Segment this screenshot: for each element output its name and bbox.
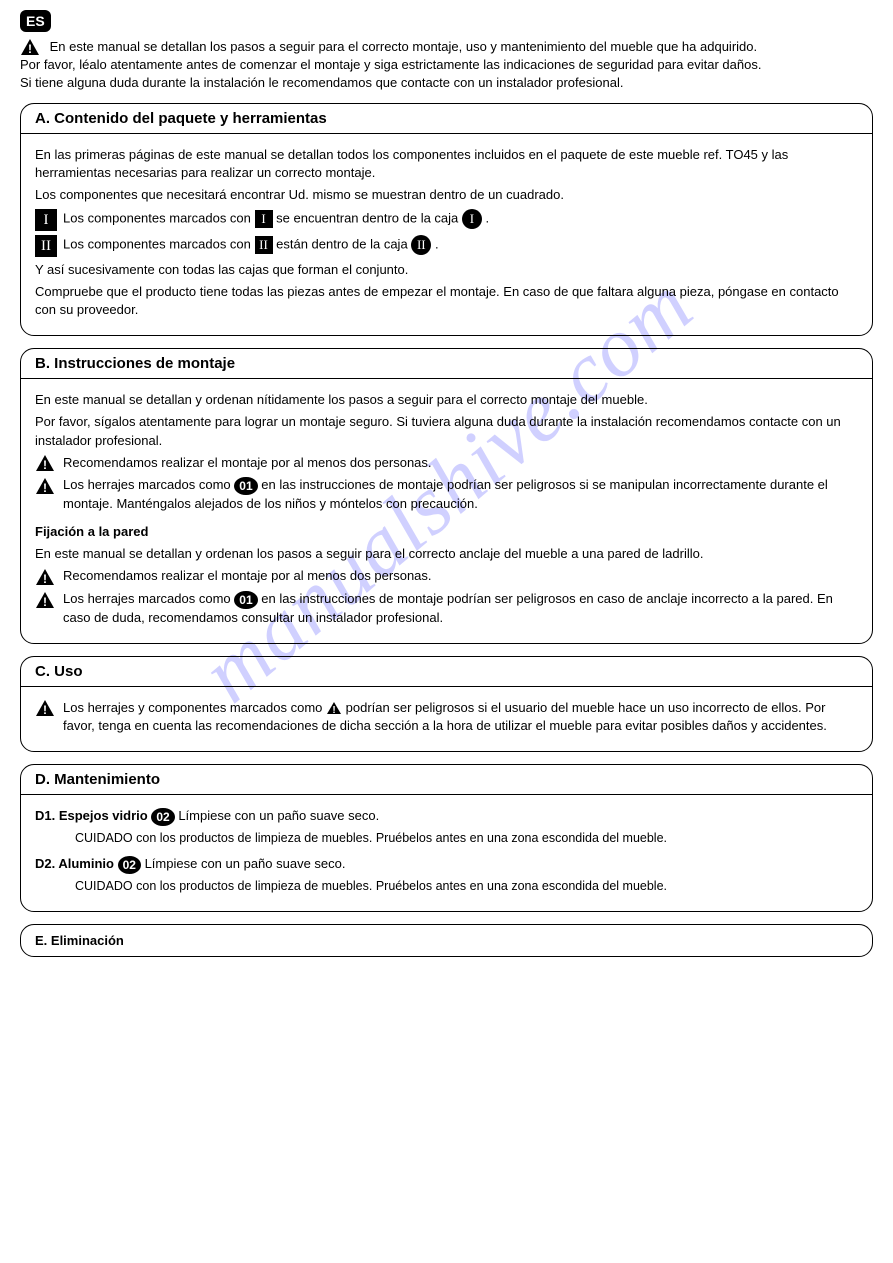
section-d1: D1. Espejos vidrio 02 Límpiese con un pa…	[35, 807, 858, 826]
section-c-warn: ! Los herrajes y componentes marcados co…	[35, 699, 858, 735]
section-b-subtitle: Fijación a la pared	[35, 523, 858, 541]
warning-inline-icon: !	[326, 701, 342, 715]
square-roman-i-inline-icon: I	[255, 210, 273, 228]
section-b-p1: En este manual se detallan y ordenan nít…	[35, 391, 858, 409]
section-b-title: B. Instrucciones de montaje	[21, 349, 872, 379]
svg-text:!: !	[28, 42, 32, 56]
svg-text:!: !	[43, 481, 47, 495]
warning-icon: !	[35, 591, 55, 609]
section-c-warn-pre: Los herrajes y componentes marcados como	[63, 700, 322, 715]
d2-label: D2. Aluminio	[35, 856, 114, 871]
d2-text: Límpiese con un paño suave seco.	[145, 856, 346, 871]
row-ii-pre: Los componentes marcados con	[63, 236, 251, 251]
oval-01-icon: 01	[234, 477, 257, 495]
svg-text:!: !	[43, 458, 47, 472]
warning-icon: !	[20, 38, 40, 56]
square-roman-ii-icon: II	[35, 235, 57, 257]
svg-text:!: !	[43, 572, 47, 586]
section-b-subp: En este manual se detallan y ordenan los…	[35, 545, 858, 563]
row-i-post: .	[486, 210, 490, 225]
section-a-row-i: I Los componentes marcados con I se encu…	[35, 209, 858, 231]
section-b-warn2: ! Los herrajes marcados como 01 en las i…	[35, 476, 858, 513]
d1-text: Límpiese con un paño suave seco.	[178, 808, 379, 823]
oval-01-icon: 01	[234, 591, 257, 609]
warning-icon: !	[35, 699, 55, 717]
section-a-p2: Los componentes que necesitará encontrar…	[35, 186, 858, 204]
section-b-warn3-text: Recomendamos realizar el montaje por al …	[63, 567, 858, 585]
oval-02-icon: 02	[118, 856, 141, 874]
warning-icon: !	[35, 568, 55, 586]
warning-icon: !	[35, 454, 55, 472]
section-b-warn2-pre: Los herrajes marcados como	[63, 477, 231, 492]
circle-roman-i-icon: I	[462, 209, 482, 229]
intro-paragraph: ! En este manual se detallan los pasos a…	[20, 38, 873, 91]
circle-roman-ii-icon: II	[411, 235, 431, 255]
section-b-warn3: ! Recomendamos realizar el montaje por a…	[35, 567, 858, 586]
section-e-title: E. Eliminación	[35, 933, 124, 948]
language-badge: ES	[20, 10, 873, 32]
square-roman-i-icon: I	[35, 209, 57, 231]
square-roman-ii-inline-icon: II	[255, 236, 273, 254]
warning-icon: !	[35, 477, 55, 495]
intro-text-1: En este manual se detallan los pasos a s…	[50, 39, 757, 54]
intro-text-3: Si tiene alguna duda durante la instalac…	[20, 75, 623, 90]
oval-02-icon: 02	[151, 808, 174, 826]
section-d2: D2. Aluminio 02 Límpiese con un paño sua…	[35, 855, 858, 874]
section-a-title: A. Contenido del paquete y herramientas	[21, 104, 872, 134]
row-i-mid: se encuentran dentro de la caja	[276, 210, 458, 225]
svg-text:!: !	[332, 705, 335, 715]
section-e: E. Eliminación	[20, 924, 873, 957]
section-b-warn1: ! Recomendamos realizar el montaje por a…	[35, 454, 858, 473]
section-c: C. Uso ! Los herrajes y componentes marc…	[20, 656, 873, 752]
d1-note: CUIDADO con los productos de limpieza de…	[35, 830, 858, 848]
section-a-tail1: Y así sucesivamente con todas las cajas …	[35, 261, 858, 279]
section-b: B. Instrucciones de montaje En este manu…	[20, 348, 873, 644]
svg-text:!: !	[43, 703, 47, 717]
section-b-warn1-text: Recomendamos realizar el montaje por al …	[63, 454, 858, 472]
row-ii-mid: están dentro de la caja	[276, 236, 408, 251]
section-a: A. Contenido del paquete y herramientas …	[20, 103, 873, 336]
row-ii-post: .	[435, 236, 439, 251]
section-b-warn4-pre: Los herrajes marcados como	[63, 591, 231, 606]
language-badge-text: ES	[20, 10, 51, 32]
row-i-pre: Los componentes marcados con	[63, 210, 251, 225]
d1-label: D1. Espejos vidrio	[35, 808, 148, 823]
svg-text:!: !	[43, 595, 47, 609]
section-b-warn4: ! Los herrajes marcados como 01 en las i…	[35, 590, 858, 627]
intro-text-2: Por favor, léalo atentamente antes de co…	[20, 57, 761, 72]
section-a-tail2: Compruebe que el producto tiene todas la…	[35, 283, 858, 319]
section-d: D. Mantenimiento D1. Espejos vidrio 02 L…	[20, 764, 873, 912]
section-d-title: D. Mantenimiento	[21, 765, 872, 795]
section-b-p2: Por favor, sígalos atentamente para logr…	[35, 413, 858, 449]
section-a-row-ii: II Los componentes marcados con II están…	[35, 235, 858, 257]
d2-note: CUIDADO con los productos de limpieza de…	[35, 878, 858, 896]
section-a-p1: En las primeras páginas de este manual s…	[35, 146, 858, 182]
section-c-title: C. Uso	[21, 657, 872, 687]
